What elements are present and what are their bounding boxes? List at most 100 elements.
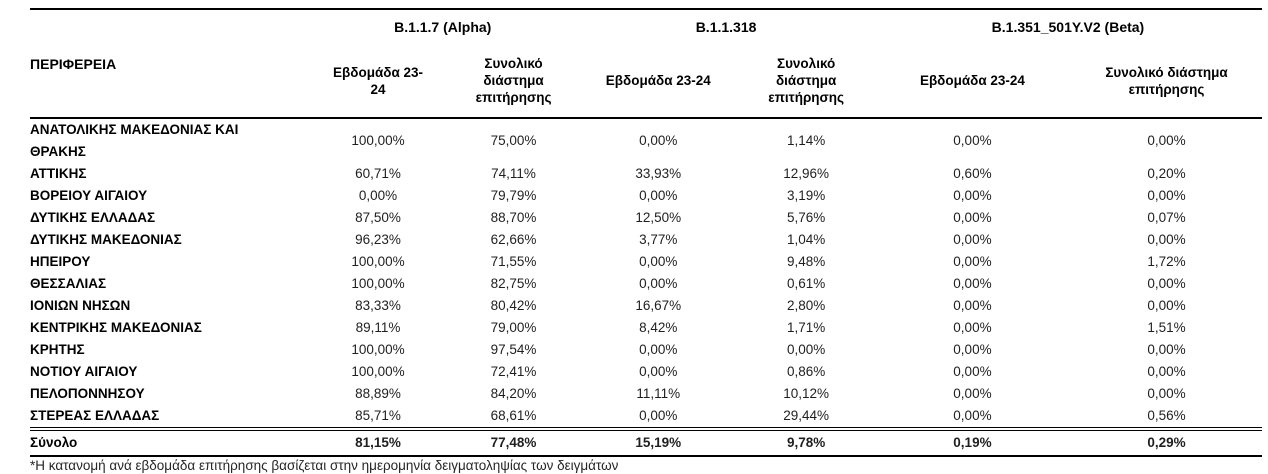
value-cell: 0,07% xyxy=(1147,210,1186,225)
region-name: ΒΟΡΕΙΟΥ ΑΙΓΑΙΟΥ xyxy=(30,188,148,203)
value-cell: 60,71% xyxy=(355,166,401,181)
column-header-total-surveillance-group-0: Συνολικό διάστημα επιτήρησης xyxy=(475,56,552,105)
total-value-cell: 9,78% xyxy=(786,435,826,450)
value-cell: 5,76% xyxy=(786,210,826,225)
total-label: Σύνολο xyxy=(30,435,78,450)
total-value-cell: 77,48% xyxy=(490,435,537,450)
value-cell: 96,23% xyxy=(355,232,401,247)
value-cell: 0,00% xyxy=(953,298,992,313)
table-row: ΗΠΕΙΡΟΥ 100,00% 71,55% 0,00% 9,48% 0,00% 1,72% xyxy=(30,251,1262,273)
region-name: ΑΝΑΤΟΛΙΚΗΣ ΜΑΚΕΔΟΝΙΑΣ ΚΑΙ ΘΡΑΚΗΣ xyxy=(30,122,239,159)
value-cell: 88,89% xyxy=(355,386,401,401)
value-cell: 85,71% xyxy=(355,408,401,423)
region-name: ΔΥΤΙΚΗΣ ΜΑΚΕΔΟΝΙΑΣ xyxy=(30,232,182,247)
value-cell: 0,00% xyxy=(786,342,826,357)
value-cell: 0,00% xyxy=(639,408,678,423)
value-cell: 0,00% xyxy=(1147,188,1186,203)
value-cell: 0,86% xyxy=(786,364,826,379)
group-header-beta: B.1.351_501Y.V2 (Beta) xyxy=(991,19,1145,35)
variant-region-table: ΠΕΡΙΦΕΡΕΙΑ B.1.1.7 (Alpha) B.1.1.318 B.1… xyxy=(30,8,1262,457)
value-cell: 80,42% xyxy=(490,298,537,313)
value-cell: 0,00% xyxy=(639,364,678,379)
value-cell: 0,00% xyxy=(953,408,992,423)
value-cell: 0,00% xyxy=(639,254,678,269)
value-cell: 0,00% xyxy=(953,210,992,225)
value-cell: 16,67% xyxy=(635,298,682,313)
value-cell: 0,00% xyxy=(953,188,992,203)
value-cell: 3,19% xyxy=(786,188,826,203)
value-cell: 12,50% xyxy=(635,210,682,225)
value-cell: 100,00% xyxy=(351,364,405,379)
value-cell: 100,00% xyxy=(351,254,405,269)
region-name: ΔΥΤΙΚΗΣ ΕΛΛΑΔΑΣ xyxy=(30,210,156,225)
value-cell: 0,00% xyxy=(639,276,678,291)
region-name: ΑΤΤΙΚΗΣ xyxy=(30,166,87,181)
group-header-alpha: B.1.1.7 (Alpha) xyxy=(394,19,492,35)
value-cell: 0,56% xyxy=(1147,408,1186,423)
table-footer: Σύνολο 81,15% 77,48% 15,19% 9,78% 0,19% 0,29% xyxy=(30,429,1262,456)
region-name: ΚΕΝΤΡΙΚΗΣ ΜΑΚΕΔΟΝΙΑΣ xyxy=(30,320,202,335)
value-cell: 82,75% xyxy=(490,276,537,291)
column-header-region: ΠΕΡΙΦΕΡΕΙΑ xyxy=(30,55,117,72)
value-cell: 3,77% xyxy=(639,232,678,247)
value-cell: 0,00% xyxy=(1147,133,1186,148)
value-cell: 0,00% xyxy=(953,276,992,291)
table-row: ΑΤΤΙΚΗΣ 60,71% 74,11% 33,93% 12,96% 0,60% 0,20… xyxy=(30,163,1262,185)
column-header-week-23-24-group-2: Εβδομάδα 23-24 xyxy=(919,73,1025,88)
value-cell: 0,00% xyxy=(953,232,992,247)
value-cell: 0,00% xyxy=(358,188,398,203)
table-row: ΔΥΤΙΚΗΣ ΕΛΛΑΔΑΣ 87,50% 88,70% 12,50% 5,76% 0,… xyxy=(30,207,1262,229)
value-cell: 0,20% xyxy=(1147,166,1186,181)
column-header-week-23-24-group-1: Εβδομάδα 23-24 xyxy=(605,73,711,88)
value-cell: 0,00% xyxy=(953,320,992,335)
value-cell: 0,61% xyxy=(786,276,826,291)
value-cell: 79,00% xyxy=(490,320,537,335)
value-cell: 75,00% xyxy=(490,133,537,148)
value-cell: 84,20% xyxy=(490,386,537,401)
table-row: ΝΟΤΙΟΥ ΑΙΓΑΙΟΥ 100,00% 72,41% 0,00% 0,86% 0,0… xyxy=(30,361,1262,383)
value-cell: 89,11% xyxy=(355,320,401,335)
table-row: ΙΟΝΙΩΝ ΝΗΣΩΝ 83,33% 80,42% 16,67% 2,80% 0,00%… xyxy=(30,295,1262,317)
value-cell: 1,14% xyxy=(786,133,826,148)
table-row: ΑΝΑΤΟΛΙΚΗΣ ΜΑΚΕΔΟΝΙΑΣ ΚΑΙ ΘΡΑΚΗΣ 100,00% 7… xyxy=(30,118,1262,163)
report-page: ΠΕΡΙΦΕΡΕΙΑ B.1.1.7 (Alpha) B.1.1.318 B.1… xyxy=(30,8,1262,473)
value-cell: 0,00% xyxy=(953,386,992,401)
total-value-cell: 81,15% xyxy=(355,435,401,450)
value-cell: 0,00% xyxy=(953,342,992,357)
value-cell: 62,66% xyxy=(490,232,537,247)
value-cell: 1,04% xyxy=(786,232,826,247)
table-row: ΠΕΛΟΠΟΝΝΗΣΟΥ 88,89% 84,20% 11,11% 10,12% 0,00… xyxy=(30,383,1262,405)
group-header-b11318: B.1.1.318 xyxy=(695,19,757,35)
value-cell: 100,00% xyxy=(351,342,405,357)
value-cell: 0,00% xyxy=(1147,232,1186,247)
column-header-week-23-24-group-0: Εβδομάδα 23-24 xyxy=(333,64,424,97)
value-cell: 0,00% xyxy=(1147,342,1186,357)
value-cell: 0,00% xyxy=(953,254,992,269)
footnote-clipped: *Η κατανομή ανά εβδομάδα επιτήρησης βασί… xyxy=(30,458,619,473)
value-cell: 1,51% xyxy=(1147,320,1186,335)
region-name: ΚΡΗΤΗΣ xyxy=(30,342,85,357)
table-row: ΚΕΝΤΡΙΚΗΣ ΜΑΚΕΔΟΝΙΑΣ 89,11% 79,00% 8,42% 1,7… xyxy=(30,317,1262,339)
value-cell: 1,72% xyxy=(1147,254,1186,269)
value-cell: 1,71% xyxy=(786,320,826,335)
value-cell: 0,00% xyxy=(953,133,992,148)
column-header-total-surveillance-group-1: Συνολικό διάστημα επιτήρησης xyxy=(768,56,845,105)
value-cell: 33,93% xyxy=(635,166,682,181)
value-cell: 9,48% xyxy=(786,254,826,269)
total-row: Σύνολο 81,15% 77,48% 15,19% 9,78% 0,19% 0,29% xyxy=(30,429,1262,456)
region-name: ΠΕΛΟΠΟΝΝΗΣΟΥ xyxy=(30,386,145,401)
value-cell: 87,50% xyxy=(355,210,401,225)
table-row: ΒΟΡΕΙΟΥ ΑΙΓΑΙΟΥ 0,00% 79,79% 0,00% 3,19% 0,00… xyxy=(30,185,1262,207)
value-cell: 0,00% xyxy=(1147,386,1186,401)
variant-group-header-row: ΠΕΡΙΦΕΡΕΙΑ B.1.1.7 (Alpha) B.1.1.318 B.1… xyxy=(30,9,1262,72)
value-cell: 79,79% xyxy=(490,188,537,203)
value-cell: 97,54% xyxy=(490,342,537,357)
value-cell: 11,11% xyxy=(636,386,681,401)
region-name: ΘΕΣΣΑΛΙΑΣ xyxy=(30,276,107,291)
region-name: ΣΤΕΡΕΑΣ ΕΛΛΑΔΑΣ xyxy=(30,408,160,423)
total-value-cell: 0,19% xyxy=(953,435,992,450)
value-cell: 0,00% xyxy=(639,342,678,357)
value-cell: 8,42% xyxy=(639,320,678,335)
value-cell: 100,00% xyxy=(351,276,405,291)
table-row: ΔΥΤΙΚΗΣ ΜΑΚΕΔΟΝΙΑΣ 96,23% 62,66% 3,77% 1,04%… xyxy=(30,229,1262,251)
